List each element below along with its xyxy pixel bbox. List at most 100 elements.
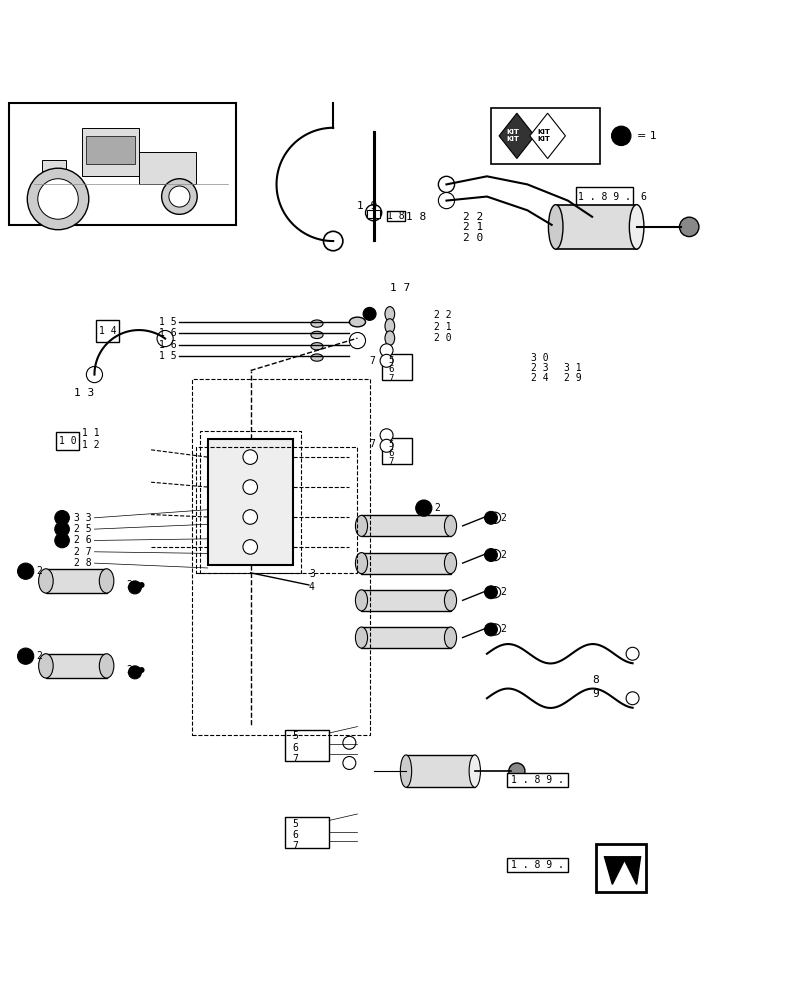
Ellipse shape [444,627,456,648]
Text: 2 1: 2 1 [434,322,452,332]
Circle shape [28,168,88,230]
Text: 1 6: 1 6 [159,340,177,350]
Circle shape [349,332,365,349]
Ellipse shape [99,654,114,678]
Bar [387,211,405,221]
Ellipse shape [629,205,643,249]
Text: 1 8: 1 8 [387,211,405,221]
Circle shape [484,511,497,524]
Circle shape [342,736,355,749]
Bar [361,515,450,536]
Text: KIT
KIT: KIT KIT [506,129,518,142]
Text: 5: 5 [388,356,393,365]
Bar [361,627,450,648]
Circle shape [508,763,524,779]
Circle shape [611,126,630,146]
Text: 6: 6 [292,743,298,753]
Circle shape [18,563,34,579]
Text: 8: 8 [591,675,599,685]
Circle shape [438,192,454,209]
Circle shape [128,581,141,594]
Ellipse shape [99,569,114,593]
Ellipse shape [400,755,411,787]
Circle shape [625,647,638,660]
Circle shape [380,429,393,442]
Bar [200,431,300,573]
Text: 1 0: 1 0 [59,436,76,446]
Text: 1 3: 1 3 [74,388,94,398]
Text: 1 . 8 9 .: 1 . 8 9 . [577,192,630,202]
Text: 2 1: 2 1 [462,222,483,232]
Circle shape [380,439,393,452]
Circle shape [128,666,141,679]
Bar [381,354,412,380]
Text: 2: 2 [500,624,506,634]
Text: 2 7: 2 7 [74,547,92,557]
Bar [46,569,106,593]
Text: 9: 9 [591,689,599,699]
Bar [361,590,450,611]
Bar [195,447,357,573]
Circle shape [679,217,698,237]
Ellipse shape [384,307,394,321]
Circle shape [157,330,173,347]
Text: 2 3: 2 3 [530,363,548,373]
Circle shape [242,540,257,554]
Text: 3 3: 3 3 [74,513,92,523]
Ellipse shape [469,755,480,787]
Bar [491,108,599,164]
Text: 5: 5 [292,731,298,741]
Bar [595,844,646,892]
Text: 2 5: 2 5 [74,524,92,534]
Circle shape [484,549,497,562]
Circle shape [489,587,500,598]
Circle shape [169,186,190,207]
Bar [367,210,380,218]
Text: KIT
KIT: KIT KIT [536,129,549,142]
Text: 2 6: 2 6 [74,535,92,545]
Text: 2: 2 [500,513,506,523]
Text: 5: 5 [292,819,298,829]
Text: 7: 7 [292,754,298,764]
Text: 1 2: 1 2 [82,440,100,450]
Ellipse shape [547,205,562,249]
Text: 6: 6 [640,192,646,202]
Ellipse shape [311,320,323,327]
Text: 1 6: 1 6 [159,328,177,338]
Text: 6: 6 [388,449,393,458]
Text: 1 4: 1 4 [98,326,116,336]
Text: 2 0: 2 0 [462,233,483,243]
Ellipse shape [311,354,323,361]
Text: 2 2: 2 2 [462,212,483,222]
Text: 7: 7 [369,439,375,449]
Ellipse shape [39,569,53,593]
Text: 7: 7 [388,374,393,383]
Text: 7: 7 [292,841,298,851]
Circle shape [489,512,500,523]
Circle shape [363,307,375,320]
Text: 2: 2 [500,550,506,560]
Circle shape [484,623,497,636]
Circle shape [489,624,500,635]
Text: 7: 7 [369,356,375,366]
Ellipse shape [384,331,394,345]
Text: 2 2: 2 2 [434,310,452,320]
Text: 2 0: 2 0 [434,333,452,343]
Circle shape [489,549,500,561]
Text: = 1: = 1 [636,131,656,141]
Ellipse shape [384,319,394,333]
Text: 2 8: 2 8 [74,558,92,568]
Ellipse shape [311,343,323,350]
Text: 2: 2 [434,503,440,513]
Text: 1 7: 1 7 [389,283,410,293]
Circle shape [438,176,454,192]
Text: 2 ●: 2 ● [127,580,144,590]
Polygon shape [42,160,66,201]
Circle shape [242,510,257,524]
Bar [86,136,135,164]
Polygon shape [499,113,534,159]
Circle shape [242,480,257,494]
Text: 2: 2 [36,566,42,576]
Polygon shape [139,152,195,184]
Text: 1 5: 1 5 [159,317,177,327]
